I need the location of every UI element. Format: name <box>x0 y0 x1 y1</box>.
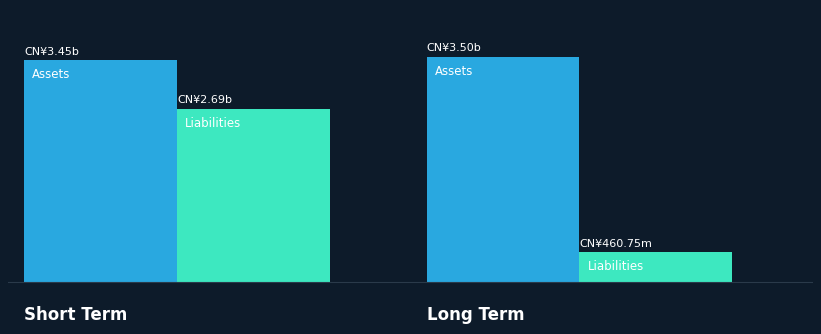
Text: Long Term: Long Term <box>427 306 525 324</box>
Text: Assets: Assets <box>434 65 473 78</box>
Text: CN¥460.75m: CN¥460.75m <box>580 238 653 248</box>
Text: Assets: Assets <box>32 68 71 81</box>
Bar <box>580 253 732 282</box>
Text: Short Term: Short Term <box>25 306 128 324</box>
Bar <box>177 109 330 282</box>
Text: CN¥3.45b: CN¥3.45b <box>25 46 79 56</box>
Text: Liabilities: Liabilities <box>186 117 241 130</box>
Text: Liabilities: Liabilities <box>588 260 644 273</box>
Text: CN¥3.50b: CN¥3.50b <box>427 43 481 53</box>
Text: CN¥2.69b: CN¥2.69b <box>177 95 232 105</box>
Bar <box>25 60 177 282</box>
Bar <box>427 57 580 282</box>
